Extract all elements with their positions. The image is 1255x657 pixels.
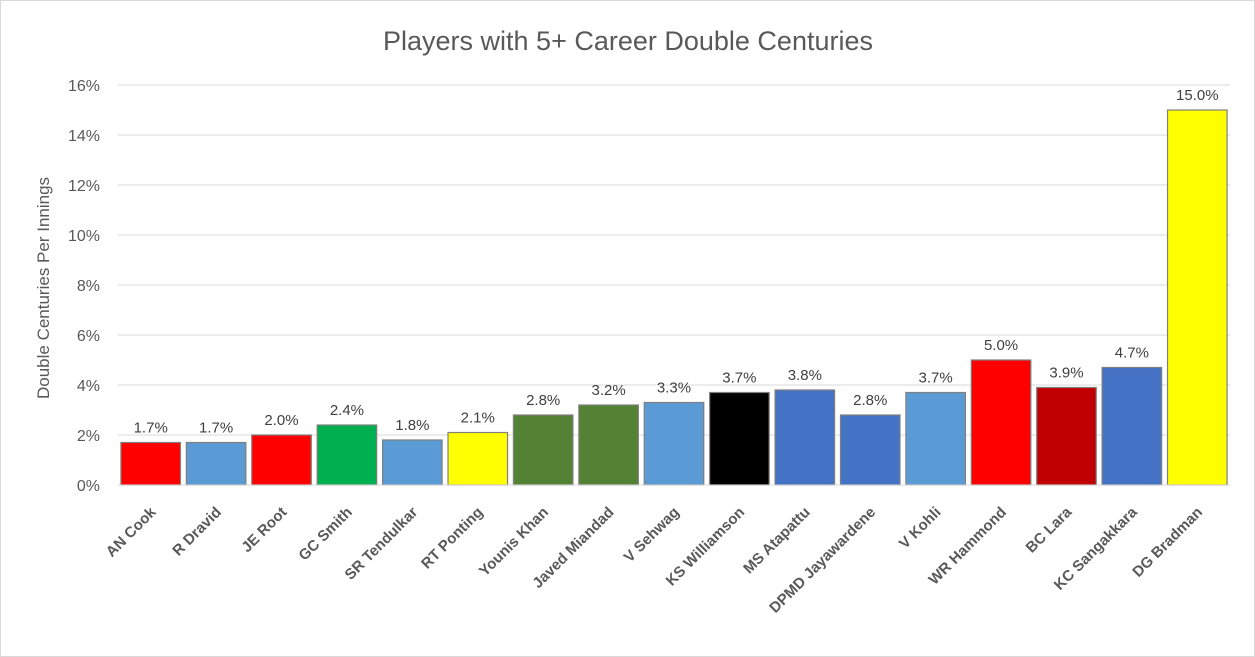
data-label: 3.2%: [591, 382, 625, 399]
data-label: 2.1%: [461, 410, 495, 427]
x-tick-label: V Sehwag: [621, 504, 683, 566]
y-axis-label: Double Centuries Per Innings: [34, 177, 53, 399]
bar-dpmd-jayawardene: [839, 414, 901, 486]
bar-v-kohli: [905, 391, 967, 486]
x-tick-label: RT Ponting: [418, 504, 487, 573]
bar-ms-atapattu: [774, 389, 836, 486]
bar-an-cook: [120, 441, 182, 486]
data-label: 1.7%: [199, 420, 233, 437]
data-label: 3.3%: [657, 380, 691, 397]
x-tick-label: AN Cook: [103, 503, 160, 560]
gridlines: [118, 84, 1230, 436]
x-tick-label: JE Root: [238, 504, 290, 556]
bar-v-sehwag: [643, 401, 705, 486]
data-label: 3.7%: [722, 370, 756, 387]
bar-bc-lara: [1036, 386, 1097, 486]
bar-kc-sangakkara: [1101, 366, 1163, 486]
bar-younis-khan: [512, 414, 574, 486]
data-label: 2.0%: [264, 412, 298, 429]
bar-rt-ponting: [447, 431, 509, 486]
bar-wr-hammond: [970, 359, 1032, 486]
data-label: 3.7%: [919, 370, 953, 387]
chart-title: Players with 5+ Career Double Centuries: [383, 26, 873, 56]
bars: [120, 109, 1228, 486]
data-label: 2.4%: [330, 402, 364, 419]
y-tick-label: 4%: [77, 378, 100, 395]
y-tick-label: 2%: [77, 428, 100, 445]
data-label: 2.8%: [526, 392, 560, 409]
y-tick-label: 6%: [77, 328, 100, 345]
data-label: 4.7%: [1115, 345, 1149, 362]
x-tick-label: V Kohli: [896, 504, 945, 553]
x-tick-label: BC Lara: [1023, 503, 1076, 556]
bar-je-root: [251, 434, 312, 486]
data-labels: 1.7% 1.7% 2.0% 2.4% 1.8% 2.1% 2.8% 3.2% 3.3% 3.7%…: [134, 87, 1219, 437]
data-label: 1.8%: [395, 417, 429, 434]
data-label: 3.9%: [1049, 365, 1083, 382]
y-tick-label: 0%: [77, 478, 100, 495]
y-tick-label: 16%: [68, 78, 100, 95]
data-label: 15.0%: [1176, 87, 1219, 104]
y-tick-label: 10%: [68, 228, 100, 245]
data-label: 3.8%: [788, 367, 822, 384]
bar-sr-tendulkar: [381, 439, 443, 486]
bar-dg-bradman: [1166, 109, 1228, 486]
x-tick-label: MS Atapattu: [740, 504, 814, 578]
bar-gc-smith: [316, 424, 378, 486]
bar-ks-williamson: [709, 391, 770, 486]
y-tick-label: 14%: [68, 128, 100, 145]
data-label: 5.0%: [984, 337, 1018, 354]
x-tick-label: DPMD Jayawardene: [766, 504, 879, 617]
data-label: 2.8%: [853, 392, 887, 409]
bar-r-dravid: [185, 441, 247, 486]
x-tick-label: R Dravid: [169, 504, 225, 560]
data-label: 1.7%: [134, 420, 168, 437]
bar-javed-miandad: [578, 404, 639, 486]
y-tick-label: 8%: [77, 278, 100, 295]
x-tick-label: GC Smith: [295, 504, 355, 564]
x-tick-label: DG Bradman: [1129, 504, 1206, 581]
y-axis-ticks: 0% 2% 4% 6% 8% 10% 12% 14% 16%: [68, 78, 100, 495]
y-tick-label: 12%: [68, 178, 100, 195]
